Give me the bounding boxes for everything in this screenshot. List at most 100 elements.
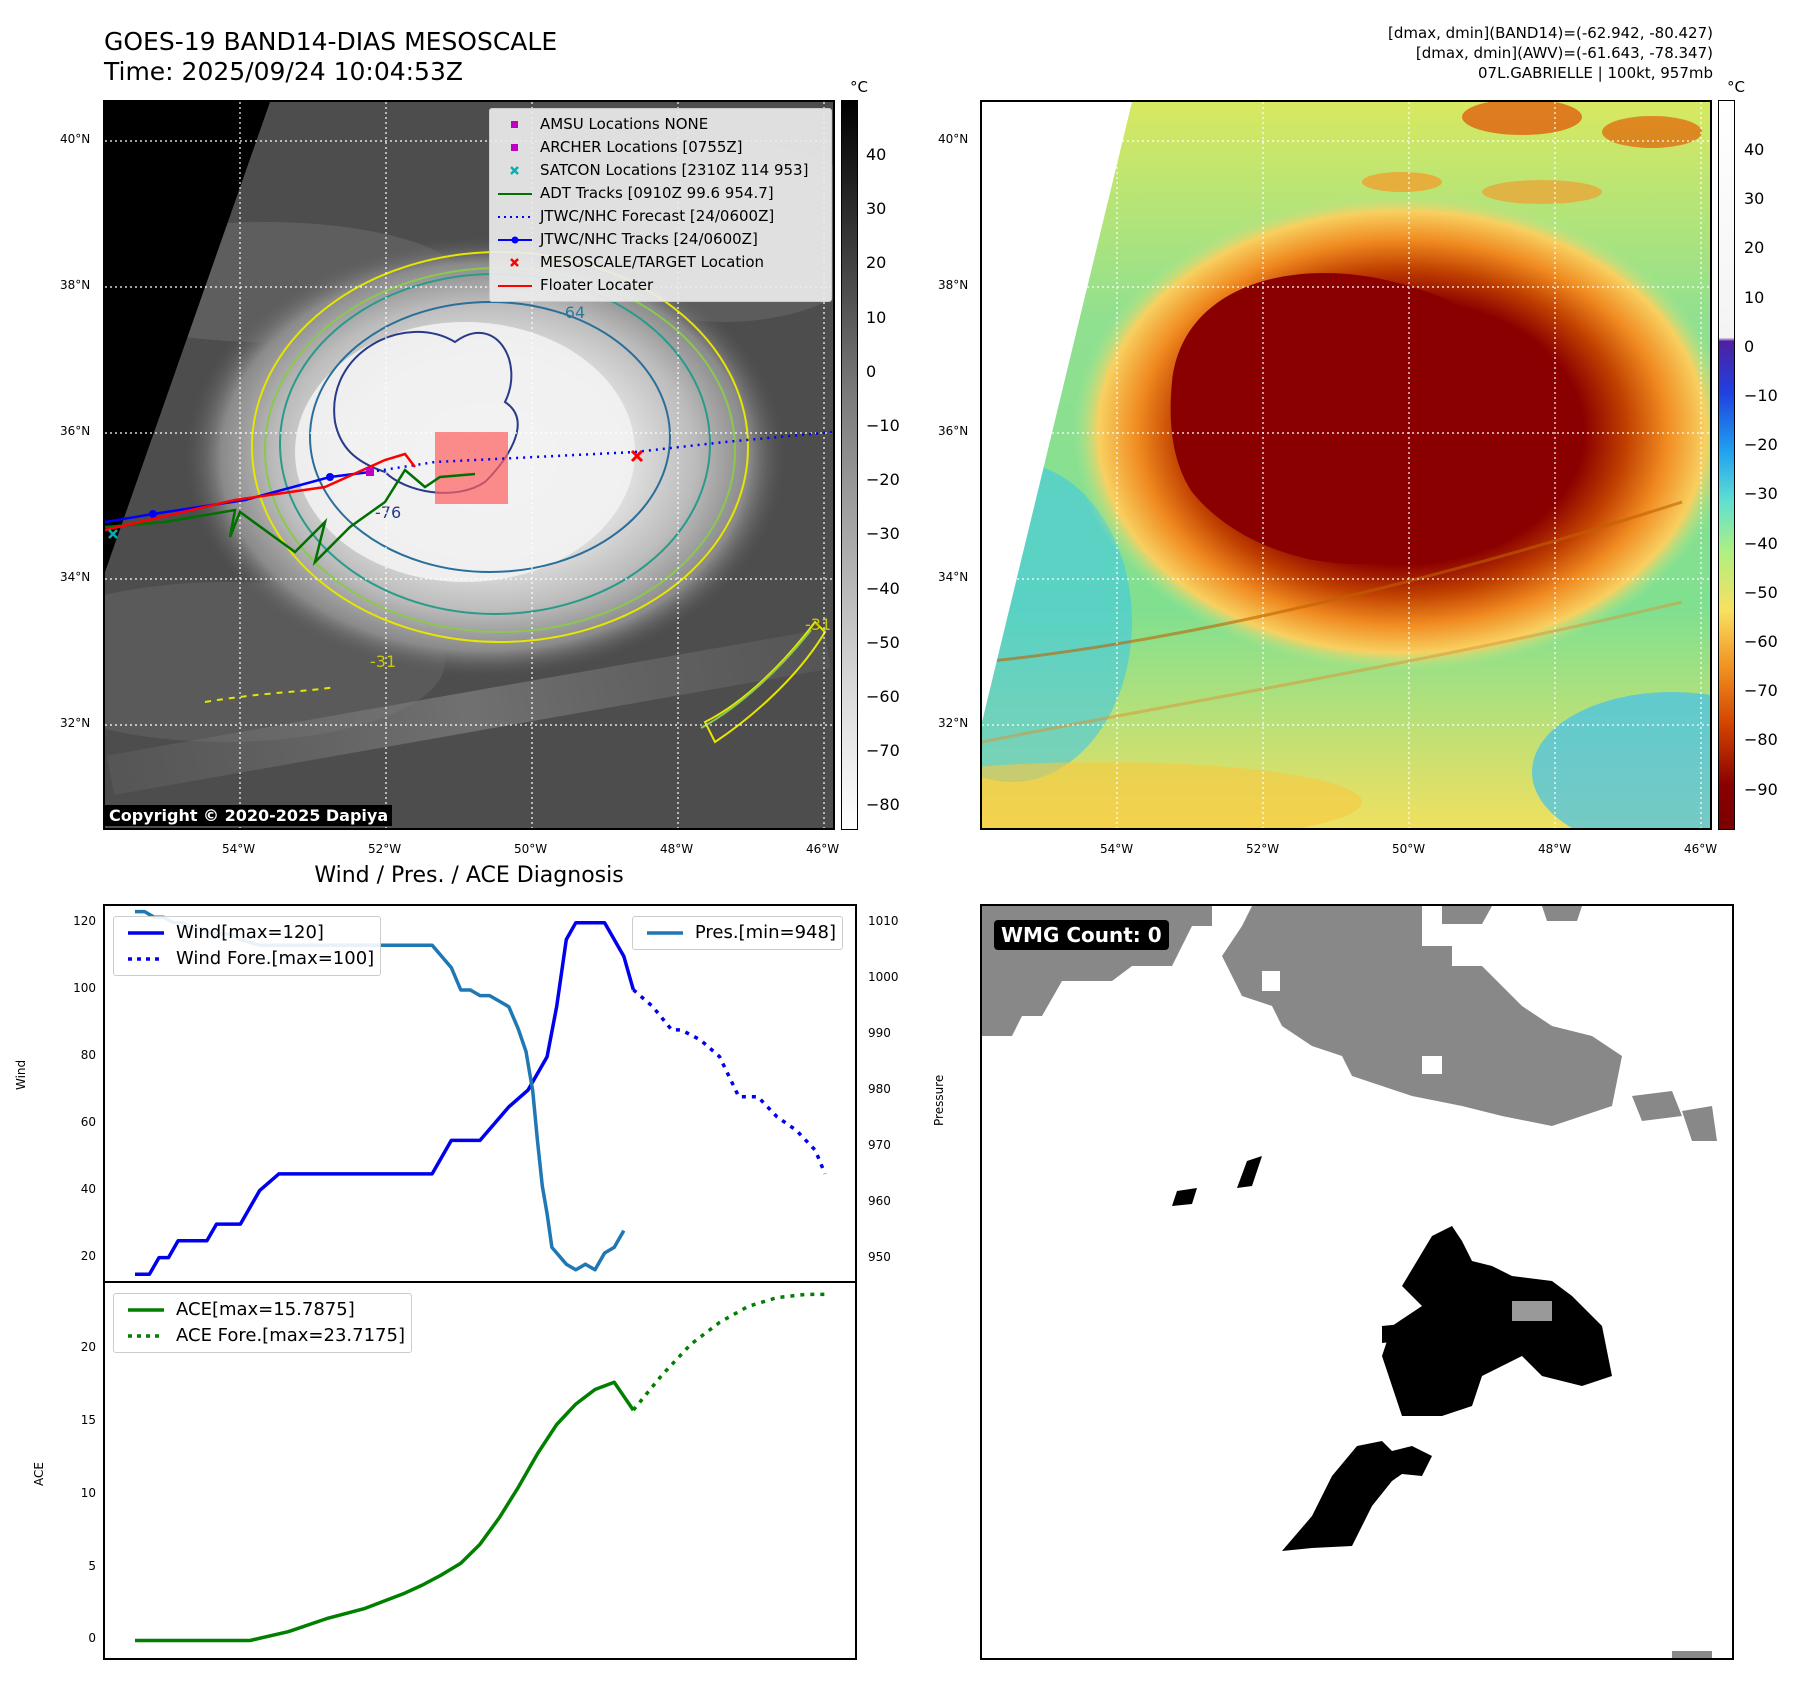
wmg-count-label: WMG Count: 0 — [994, 920, 1169, 950]
ace-axis-label: ACE — [32, 1462, 46, 1486]
info-storm: 07L.GABRIELLE | 100kt, 957mb — [1478, 64, 1713, 82]
awv-colorbar-tick: −60 — [1744, 632, 1778, 651]
legend-adt-line — [498, 193, 532, 195]
pressure-tick: 1000 — [868, 969, 899, 984]
wmg-black-cells — [1172, 1156, 1612, 1551]
awv-colorbar-tick: −30 — [1744, 484, 1778, 504]
ir-lon-48: 48°W — [660, 842, 694, 856]
legend-pres-line — [646, 931, 683, 935]
pressure-tick: 960 — [868, 1193, 891, 1208]
wind-tick: 100 — [73, 980, 96, 995]
pressure-tick: 990 — [868, 1025, 891, 1040]
ir-colorbar-tick: 30 — [866, 199, 887, 219]
legend-mesoscale: MESOSCALE/TARGET Location — [490, 251, 831, 274]
legend-floater: Floater Locater — [490, 274, 831, 297]
awv-colorbar-tick: 40 — [1744, 140, 1765, 159]
legend-jtwc-tracks-label: JTWC/NHC Tracks [24/0600Z] — [540, 230, 758, 248]
awv-colorbar-tick: −50 — [1744, 582, 1778, 602]
legend-wind-fore-line — [128, 957, 164, 961]
legend-jtwc-tracks: JTWC/NHC Tracks [24/0600Z] — [490, 228, 831, 251]
wind-pressure-panel: Wind[max=120] Wind Fore.[max=100] Pres.[… — [103, 904, 857, 1281]
ir-colorbar-tick: −80 — [866, 795, 900, 815]
legend-floater-label: Floater Locater — [540, 276, 654, 294]
contour-label-minus-64: -64 — [559, 303, 585, 322]
awv-colorbar — [1718, 100, 1735, 830]
awv-colorbar-tick: −90 — [1744, 779, 1778, 799]
ir-lat-38: 38°N — [60, 278, 91, 292]
awv-colorbar-tick: 20 — [1744, 238, 1765, 258]
wind-tick: 120 — [73, 913, 96, 928]
legend-ace-fore-row: ACE Fore.[max=23.7175] — [120, 1323, 405, 1349]
pressure-tick: 970 — [868, 1137, 891, 1152]
awv-gridlines — [982, 102, 1710, 828]
ir-lon-50: 50°W — [514, 842, 548, 856]
ace-tick: 5 — [88, 1558, 96, 1573]
awv-colorbar-tick: 10 — [1744, 287, 1765, 307]
ace-plot — [135, 1292, 825, 1643]
awv-lon-52: 52°W — [1246, 842, 1280, 856]
ir-lat-36: 36°N — [60, 424, 91, 438]
contour-label-minus-76: -76 — [375, 503, 401, 522]
legend-adt: ADT Tracks [0910Z 99.6 954.7] — [490, 182, 831, 205]
ir-colorbar-tick: −50 — [866, 632, 900, 652]
copyright-label: Copyright © 2020-2025 Dapiya — [105, 805, 393, 826]
awv-colorbar-tick: −10 — [1744, 386, 1778, 405]
awv-lat-38: 38°N — [938, 278, 969, 292]
awv-lat-40: 40°N — [938, 132, 969, 146]
awv-lon-48: 48°W — [1538, 842, 1572, 856]
ir-lon-46: 46°W — [806, 842, 840, 856]
map-legend: AMSU Locations NONE ARCHER Locations [07… — [489, 108, 832, 302]
ir-lat-40: 40°N — [60, 132, 91, 146]
awv-colorbar-unit: °C — [1727, 78, 1745, 96]
ir-colorbar-tick: 40 — [866, 145, 887, 164]
ir-colorbar-tick: −30 — [866, 524, 900, 544]
legend-jtwc-tracks-line — [498, 236, 532, 244]
legend-mesoscale-marker — [510, 258, 519, 267]
legend-satcon-marker — [510, 166, 519, 175]
pressure-tick: 980 — [868, 1081, 891, 1096]
ir-lat-32: 32°N — [60, 716, 91, 730]
ir-colorbar-tick: −60 — [866, 687, 900, 706]
ir-colorbar-tick: 0 — [866, 361, 877, 381]
figure-time: Time: 2025/09/24 10:04:53Z — [104, 57, 463, 86]
floater-box — [435, 432, 508, 504]
legend-archer-marker — [511, 144, 518, 151]
pressure-axis-label: Pressure — [932, 1074, 946, 1126]
ir-colorbar-tick: −20 — [866, 470, 900, 490]
contour-label-minus-31-south: -31 — [370, 652, 396, 671]
ace-forecast-line — [631, 1292, 825, 1412]
legend-jtwc-forecast-line — [498, 216, 532, 218]
awv-map-image — [982, 102, 1710, 828]
legend-ace-row: ACE[max=15.7875] — [120, 1297, 405, 1323]
wmg-panel: WMG Count: 0 — [980, 904, 1734, 1660]
legend-wind-line — [128, 931, 164, 935]
awv-colorbar-tick: 30 — [1744, 189, 1765, 209]
archer-marker — [366, 468, 374, 476]
ace-tick: 0 — [88, 1631, 96, 1646]
wind-line — [135, 920, 635, 1277]
ir-lon-54: 54°W — [222, 842, 256, 856]
jtwc-track — [105, 470, 371, 524]
awv-colorbar-tick: −80 — [1744, 730, 1778, 750]
wind-forecast-line — [632, 988, 827, 1175]
floater-locater-track — [105, 452, 416, 532]
ir-lon-52: 52°W — [368, 842, 402, 856]
awv-lon-54: 54°W — [1100, 842, 1134, 856]
pressure-tick: 1010 — [868, 913, 899, 928]
awv-lon-46: 46°W — [1684, 842, 1718, 856]
wind-tick: 40 — [80, 1181, 96, 1196]
wind-tick: 20 — [80, 1248, 96, 1263]
awv-lon-50: 50°W — [1392, 842, 1426, 856]
legend-wind-row: Wind[max=120] — [120, 920, 374, 946]
legend-satcon: SATCON Locations [2310Z 114 953] — [490, 159, 831, 182]
ir-colorbar-tick: 10 — [866, 307, 887, 327]
legend-amsu-marker — [511, 121, 518, 128]
ace-tick: 10 — [80, 1485, 96, 1500]
ir-colorbar — [841, 100, 858, 830]
wind-tick: 60 — [80, 1114, 96, 1129]
diagnosis-title: Wind / Pres. / ACE Diagnosis — [314, 863, 624, 888]
legend-amsu-label: AMSU Locations NONE — [540, 115, 709, 133]
wmg-map — [982, 906, 1717, 1658]
legend-mesoscale-label: MESOSCALE/TARGET Location — [540, 253, 765, 271]
ace-line — [135, 1380, 635, 1643]
